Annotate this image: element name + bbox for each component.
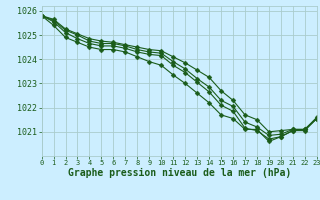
X-axis label: Graphe pression niveau de la mer (hPa): Graphe pression niveau de la mer (hPa) (68, 168, 291, 178)
